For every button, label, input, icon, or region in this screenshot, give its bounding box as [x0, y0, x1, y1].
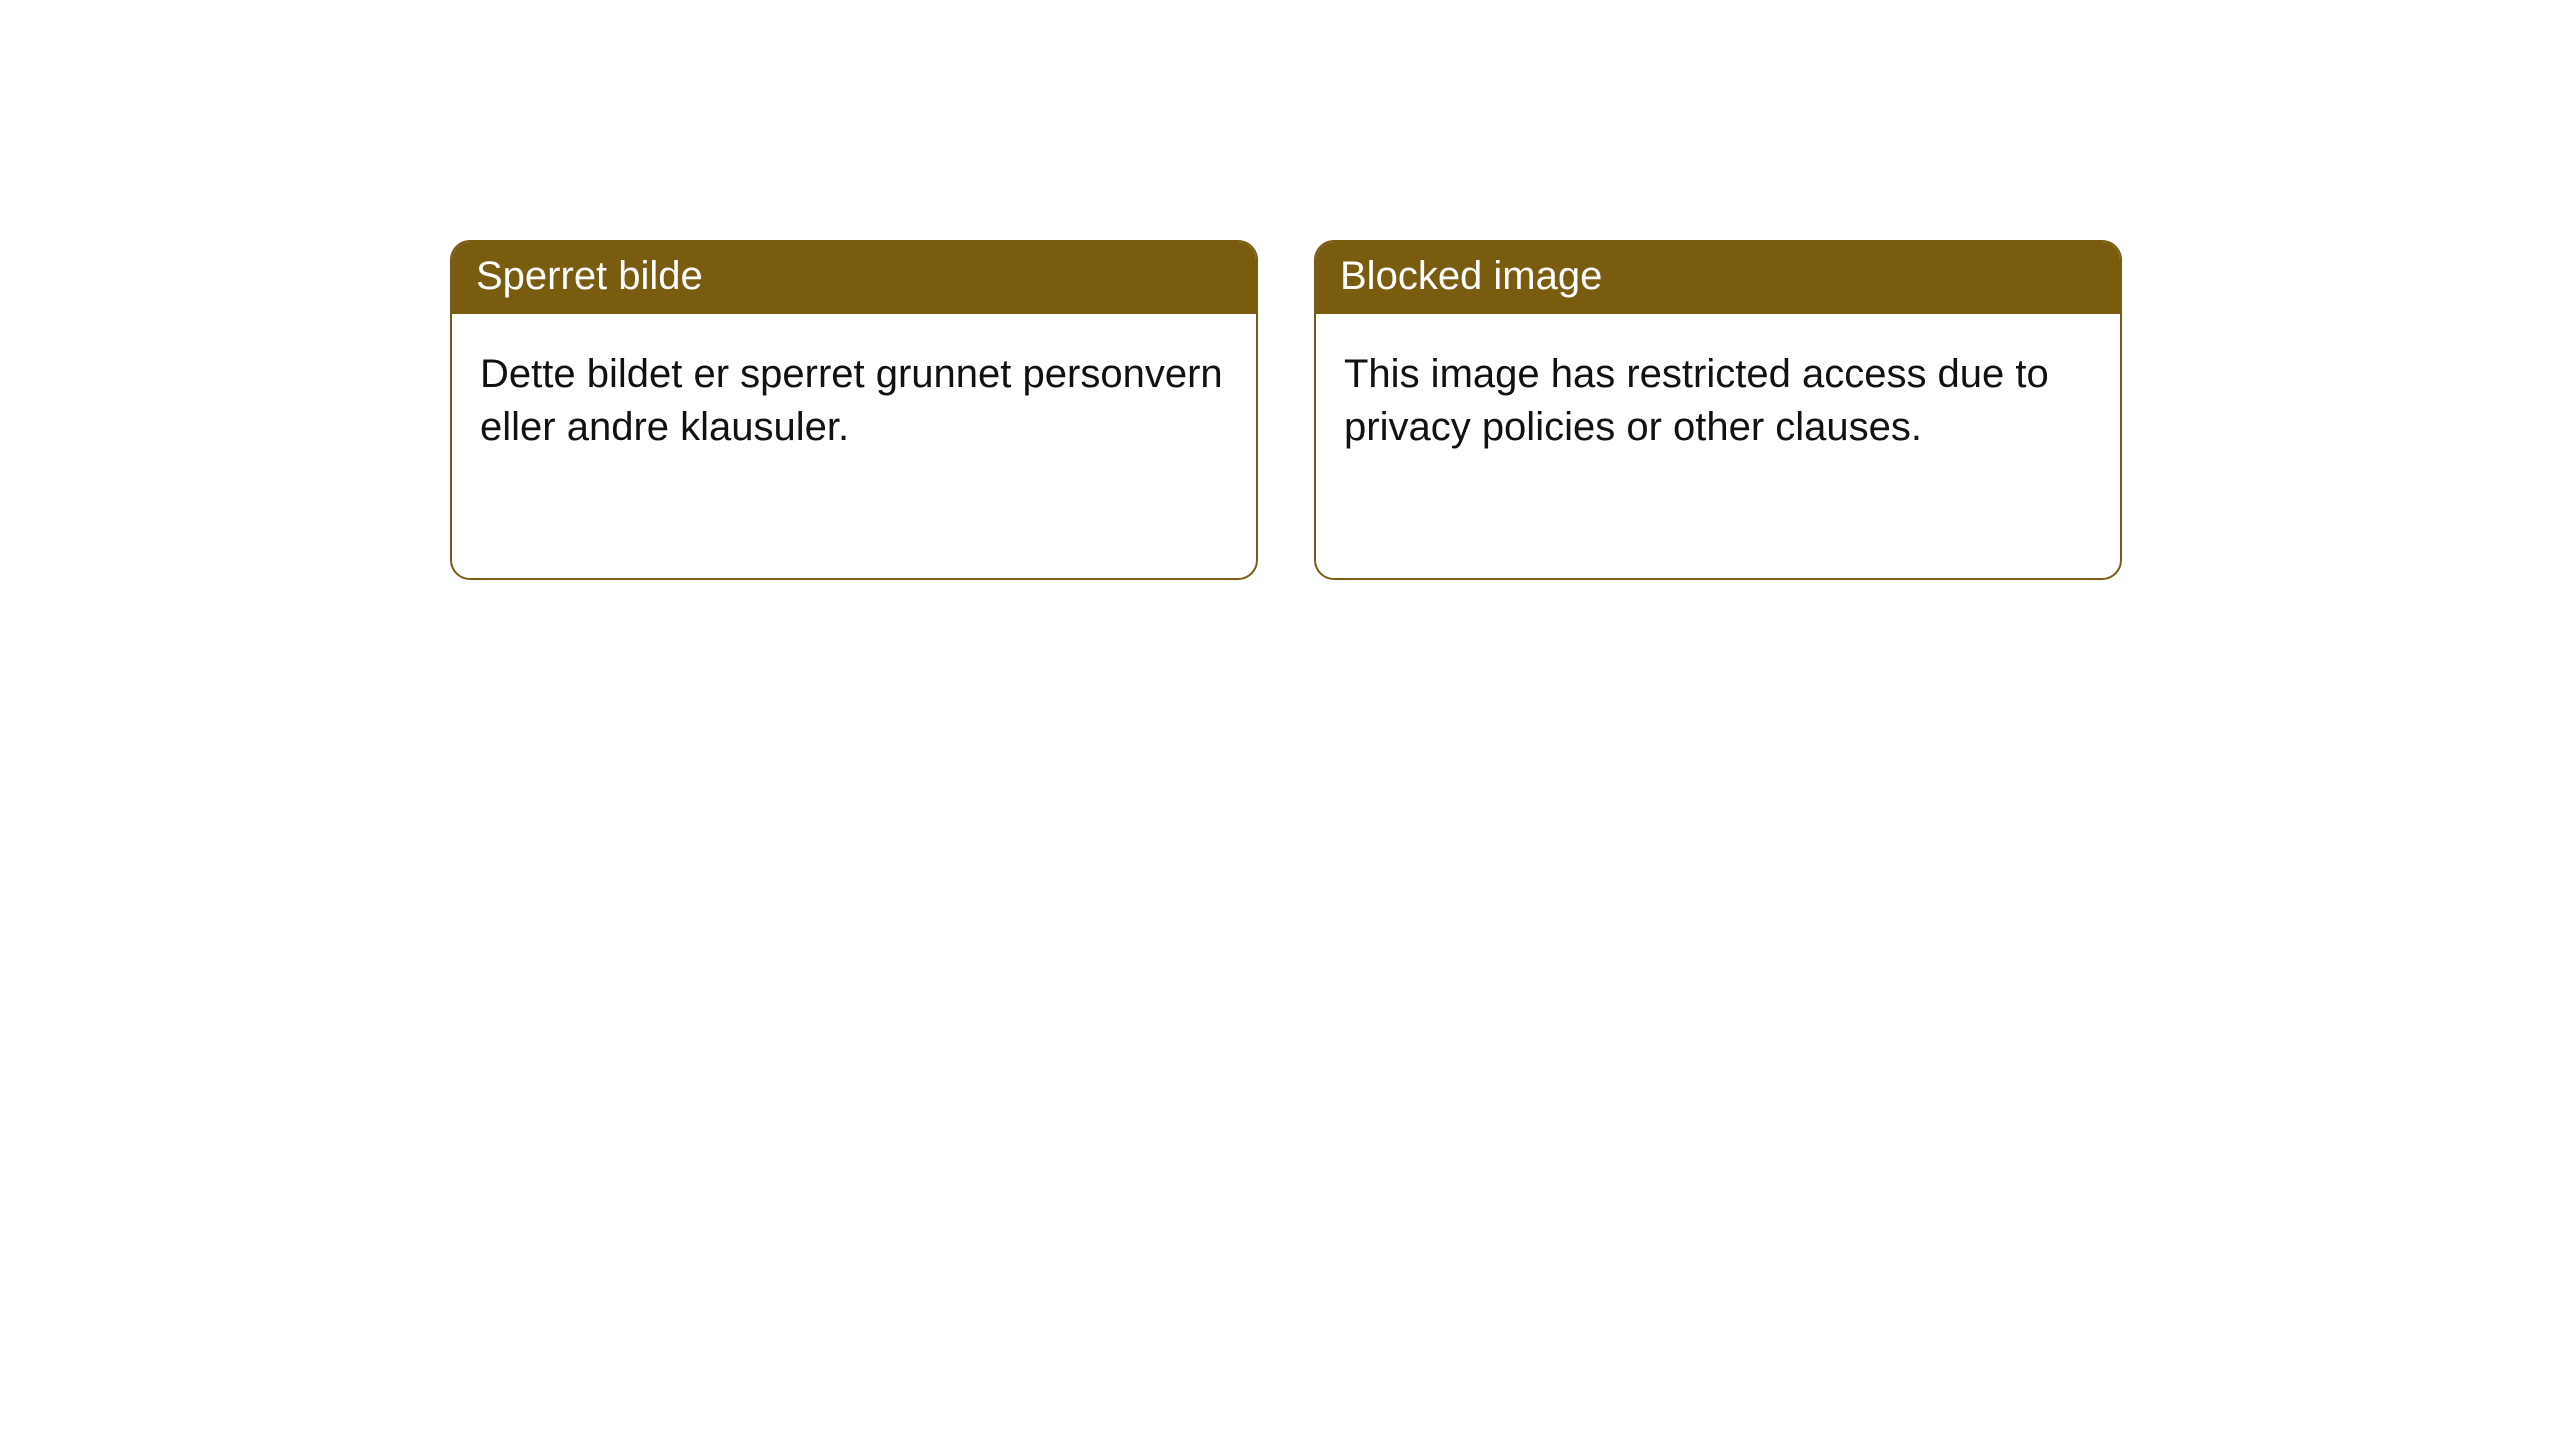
- notice-header: Sperret bilde: [452, 242, 1256, 314]
- notice-container: Sperret bilde Dette bildet er sperret gr…: [0, 0, 2560, 580]
- notice-card-norwegian: Sperret bilde Dette bildet er sperret gr…: [450, 240, 1258, 580]
- notice-card-english: Blocked image This image has restricted …: [1314, 240, 2122, 580]
- notice-body: This image has restricted access due to …: [1316, 314, 2120, 482]
- notice-header: Blocked image: [1316, 242, 2120, 314]
- notice-body: Dette bildet er sperret grunnet personve…: [452, 314, 1256, 482]
